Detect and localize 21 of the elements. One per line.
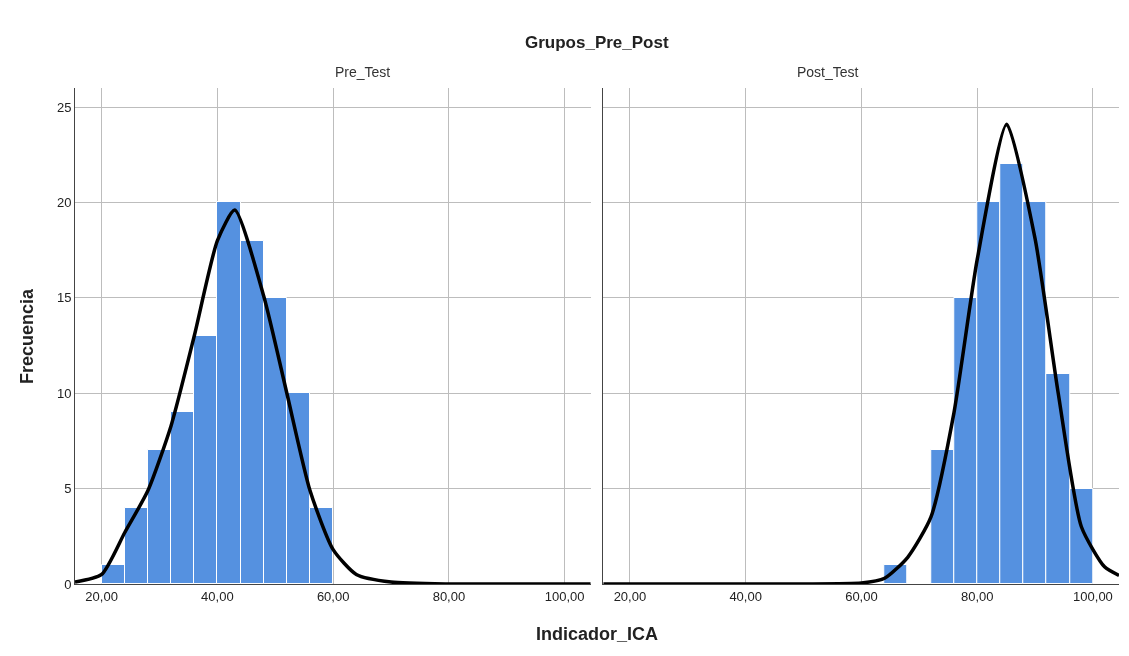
x-tick-label: 100,00 <box>1073 588 1113 604</box>
y-tick-label: 15 <box>56 290 72 306</box>
y-axis-title: Frecuencia <box>17 287 37 384</box>
x-axis-title: Indicador_ICA <box>536 624 659 644</box>
chart-title: Grupos_Pre_Post <box>525 33 669 52</box>
y-tick-label: 0 <box>64 576 72 592</box>
x-tick-label: 20,00 <box>85 588 118 604</box>
chart-subtitle: Post_Test <box>797 64 859 80</box>
y-tick-label: 10 <box>56 385 72 401</box>
y-tick-label: 25 <box>56 99 72 115</box>
x-tick-label: 80,00 <box>432 588 466 604</box>
x-tick-label: 60,00 <box>316 588 350 604</box>
x-tick-label: 60,00 <box>845 588 878 604</box>
x-tick-label: 80,00 <box>960 588 994 604</box>
chart-subtitle: Pre_Test <box>335 64 391 80</box>
y-tick-label: 5 <box>64 481 72 497</box>
x-tick-label: 40,00 <box>201 588 234 604</box>
x-tick-label: 40,00 <box>729 588 762 604</box>
y-tick-label: 20 <box>56 195 72 211</box>
x-tick-label: 100,00 <box>544 588 585 604</box>
x-tick-label: 20,00 <box>613 588 647 604</box>
